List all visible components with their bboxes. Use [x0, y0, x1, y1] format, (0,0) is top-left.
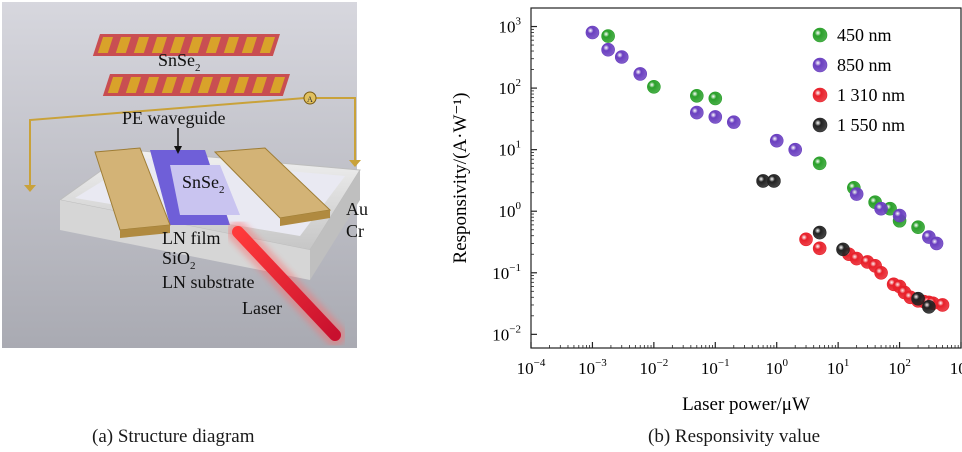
- y-tick-label: 103: [499, 16, 522, 37]
- label-sio2: SiO2: [162, 248, 196, 272]
- legend-label: 1 310 nm: [837, 85, 905, 105]
- data-point-series-3: [922, 300, 936, 314]
- x-tick-label: 100: [765, 357, 788, 378]
- responsivity-chart: 10−4 10−3 10−2 10−1 100 101 102 103 10−2 10−1 100…: [450, 7, 962, 415]
- plot-frame: [530, 7, 962, 349]
- data-point-series-1: [585, 25, 600, 40]
- y-tick-label: 101: [499, 139, 522, 160]
- ground-right-icon: [349, 160, 361, 167]
- data-point-series-1: [788, 142, 803, 157]
- x-tick-label: 101: [827, 357, 850, 378]
- legend-label: 1 550 nm: [837, 115, 905, 135]
- x-axis: 10−4 10−3 10−2 10−1 100 101 102 103: [517, 342, 962, 378]
- caption-b: (b) Responsivity value: [648, 426, 821, 447]
- caption-a: (a) Structure diagram: [92, 426, 255, 447]
- y-tick-label: 10−1: [492, 262, 521, 283]
- data-point-series-1: [874, 201, 888, 216]
- ammeter-icon: [303, 91, 317, 105]
- laser-beam: [227, 221, 346, 346]
- y-axis: 10−2 10−1 100 101 102 103: [492, 7, 537, 344]
- label-pe-waveguide: PE waveguide: [122, 108, 225, 128]
- label-snse2-mid: SnSe2: [182, 172, 225, 196]
- legend: 450 nm 850 nm 1 310 nm 1 550 nm: [812, 25, 905, 135]
- x-axis-label: Laser power/μW: [682, 394, 810, 415]
- label-au: Au: [346, 199, 368, 219]
- x-tick-label: 103: [950, 357, 962, 378]
- data-point-series-1: [769, 133, 784, 148]
- y-tick-label: 100: [499, 200, 522, 221]
- data-point-series-2: [874, 265, 888, 280]
- label-ln-film: LN film: [162, 228, 221, 248]
- data-points: [585, 25, 950, 314]
- device-stack: [58, 147, 361, 280]
- data-point-series-2: [799, 232, 813, 247]
- y-tick-label: 102: [499, 77, 522, 98]
- data-point-series-1: [708, 110, 723, 124]
- data-point-series-3: [767, 174, 781, 188]
- data-point-series-0: [911, 220, 925, 235]
- snse2-top-layers: [92, 34, 290, 96]
- x-tick-label: 102: [888, 357, 911, 378]
- data-point-series-1: [633, 67, 648, 81]
- data-point-series-3: [812, 225, 827, 240]
- data-point-series-2: [935, 298, 950, 312]
- legend-marker: [812, 117, 828, 133]
- legend-label: 450 nm: [837, 25, 892, 45]
- data-point-series-1: [689, 105, 704, 120]
- label-laser: Laser: [242, 298, 282, 318]
- structure-diagram: SnSe2 A PE waveguide SnSe2 Au Cr LN film: [2, 2, 368, 348]
- data-point-series-0: [689, 88, 704, 103]
- data-point-series-1: [929, 236, 944, 251]
- data-point-series-0: [812, 156, 827, 171]
- label-snse2-top: SnSe2: [158, 50, 201, 74]
- data-point-series-0: [708, 91, 723, 106]
- ammeter-label: A: [307, 95, 313, 104]
- x-tick-label: 10−1: [701, 357, 730, 378]
- x-tick-label: 10−2: [639, 357, 668, 378]
- y-axis-label: Responsivity/(A·W⁻¹): [450, 93, 471, 264]
- data-point-series-1: [614, 50, 629, 64]
- x-tick-label: 10−3: [578, 357, 607, 378]
- data-point-series-3: [911, 291, 925, 306]
- label-cr: Cr: [346, 221, 364, 241]
- data-point-series-2: [812, 241, 827, 256]
- x-tick-label: 10−4: [517, 357, 546, 378]
- data-point-series-1: [601, 42, 615, 57]
- data-point-series-0: [647, 79, 661, 94]
- data-point-series-1: [849, 187, 864, 201]
- legend-label: 850 nm: [837, 55, 892, 75]
- label-ln-substrate: LN substrate: [162, 272, 254, 292]
- legend-marker: [812, 57, 828, 73]
- legend-marker: [812, 27, 828, 43]
- legend-marker: [812, 87, 828, 103]
- ground-left-icon: [24, 185, 36, 192]
- data-point-series-3: [836, 242, 850, 257]
- data-point-series-1: [726, 115, 741, 129]
- data-point-series-0: [601, 29, 615, 43]
- y-tick-label: 10−2: [492, 323, 521, 344]
- data-point-series-1: [892, 208, 907, 223]
